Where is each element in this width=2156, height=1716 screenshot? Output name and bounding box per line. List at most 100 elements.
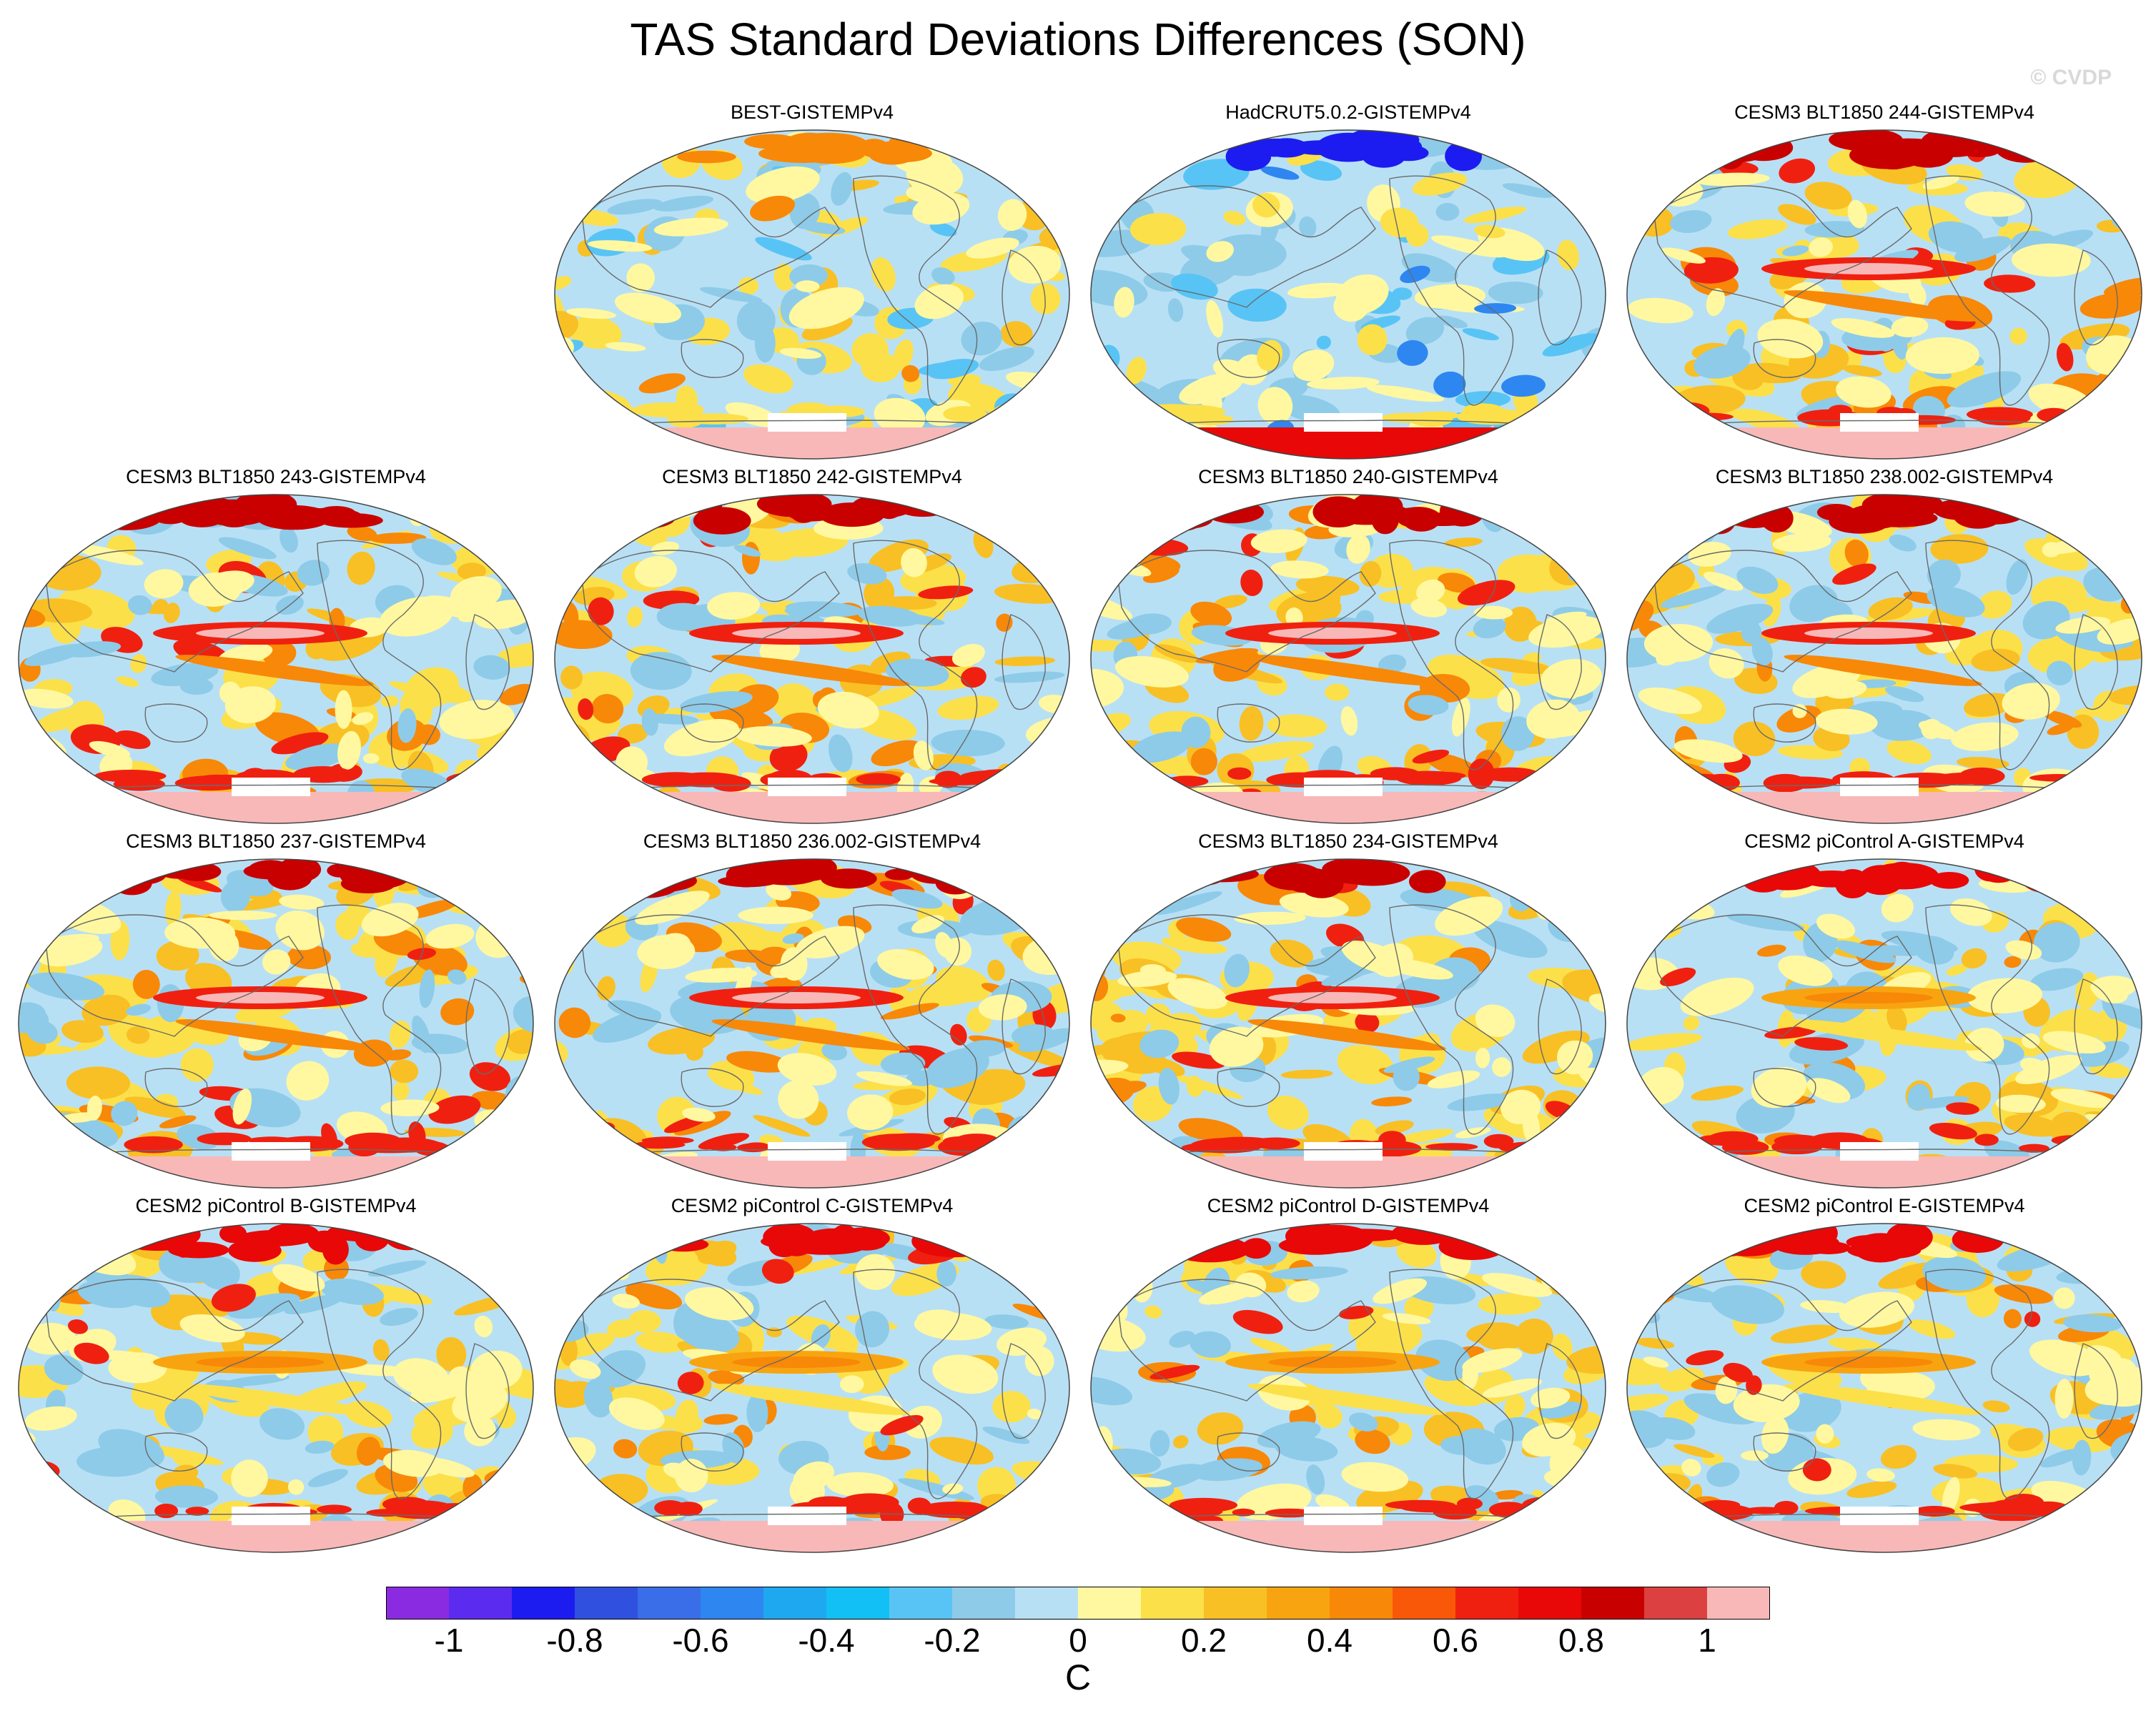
coastline [1002, 249, 1046, 346]
colorbar-swatch [826, 1587, 890, 1620]
colorbar-swatch [638, 1587, 701, 1620]
coastline [144, 703, 208, 743]
coastline [1002, 614, 1046, 710]
coastline [853, 175, 978, 406]
world-map [1090, 858, 1606, 1189]
map-panel: CESM2 piControl E-GISTEMPv4 [1620, 1195, 2149, 1553]
colorbar-tick-label: 1 [1698, 1622, 1716, 1659]
map-field [19, 859, 533, 1188]
coastline [581, 1279, 840, 1402]
colorbar-swatch [763, 1587, 827, 1620]
coastline [1389, 904, 1514, 1135]
coastline [1389, 540, 1514, 770]
panel-title: BEST-GISTEMPv4 [730, 101, 894, 123]
coastline [853, 904, 978, 1135]
map-panel: CESM3 BLT1850 240-GISTEMPv4 [1084, 466, 1613, 824]
map-outline [1090, 129, 1606, 460]
coastline [1925, 904, 2050, 1135]
panel-title: CESM3 BLT1850 238.002-GISTEMPv4 [1715, 466, 2054, 487]
coastline [465, 1343, 510, 1439]
world-map [18, 494, 534, 824]
map-panel: CESM3 BLT1850 234-GISTEMPv4 [1084, 830, 1613, 1189]
panel-title: CESM3 BLT1850 234-GISTEMPv4 [1198, 830, 1498, 852]
coastline [1389, 1269, 1514, 1499]
coastline [1653, 1279, 1912, 1402]
map-outline [18, 1223, 534, 1553]
map-field [1091, 1224, 1606, 1552]
map-field [1627, 495, 2142, 823]
coastline [1753, 1068, 1816, 1107]
colorbar-swatch [512, 1587, 575, 1620]
map-field [19, 1224, 533, 1552]
coastline [465, 614, 510, 710]
coastline [681, 1432, 744, 1472]
map-panel: BEST-GISTEMPv4 [548, 101, 1077, 460]
coastline [1002, 1343, 1046, 1439]
colorbar-tick-label: -1 [434, 1622, 464, 1659]
coastline [1925, 1269, 2050, 1499]
coastline [465, 978, 510, 1075]
colorbar-swatch [575, 1587, 638, 1620]
coastline [1753, 1432, 1816, 1472]
panel-title: CESM2 piControl D-GISTEMPv4 [1207, 1195, 1490, 1216]
coastline [1653, 550, 1912, 673]
colorbar-swatch [1581, 1587, 1645, 1620]
colorbar-swatch [1393, 1587, 1456, 1620]
coastline [45, 550, 304, 673]
coastline [581, 914, 840, 1037]
coastline [2074, 249, 2118, 346]
coastline [1002, 978, 1046, 1075]
coastline [1117, 185, 1376, 308]
coastline [144, 1432, 208, 1472]
coastline [1538, 1343, 1582, 1439]
colorbar-swatch [1204, 1587, 1267, 1620]
colorbar-units: C [1064, 1657, 1092, 1697]
map-panel: CESM3 BLT1850 236.002-GISTEMPv4 [548, 830, 1077, 1189]
colorbar-swatch [1707, 1587, 1770, 1620]
map-outline [1626, 494, 2142, 824]
coastline [853, 1269, 978, 1499]
colorbar-tick-label: 0.2 [1181, 1622, 1227, 1659]
colorbar-swatch [1015, 1587, 1079, 1620]
coastline [2074, 614, 2118, 710]
map-field [555, 495, 1069, 823]
coastline [1538, 614, 1582, 710]
colorbar-tick-label: -0.4 [798, 1622, 855, 1659]
world-map [554, 858, 1070, 1189]
world-map [1090, 129, 1606, 460]
map-panel: CESM2 piControl C-GISTEMPv4 [548, 1195, 1077, 1553]
map-panel: CESM2 piControl B-GISTEMPv4 [11, 1195, 540, 1553]
colorbar-swatch [1518, 1587, 1582, 1620]
map-field [1627, 130, 2142, 459]
panel-title: CESM3 BLT1850 240-GISTEMPv4 [1198, 466, 1498, 487]
coastline [1538, 249, 1582, 346]
map-outline [554, 858, 1070, 1189]
colorbar-tick-label: -0.6 [672, 1622, 729, 1659]
map-outline [554, 129, 1070, 460]
coastline [1753, 339, 1816, 378]
panel-title: HadCRUT5.0.2-GISTEMPv4 [1225, 101, 1471, 123]
world-map [554, 1223, 1070, 1553]
colorbar-swatch [1267, 1587, 1330, 1620]
panel-title: CESM2 piControl C-GISTEMPv4 [671, 1195, 954, 1216]
colorbar [386, 1587, 1770, 1620]
map-panel: CESM3 BLT1850 237-GISTEMPv4 [11, 830, 540, 1189]
colorbar-swatch [701, 1587, 764, 1620]
coastline [317, 540, 442, 770]
map-panel: CESM3 BLT1850 242-GISTEMPv4 [548, 466, 1077, 824]
coastline [1925, 540, 2050, 770]
coastline [1653, 185, 1912, 308]
coastline [681, 703, 744, 743]
world-map [1090, 1223, 1606, 1553]
map-field [1091, 859, 1606, 1188]
world-map [1626, 1223, 2142, 1553]
coastline [581, 550, 840, 673]
colorbar-swatch [1330, 1587, 1393, 1620]
map-field [1091, 495, 1606, 823]
colorbar-swatch [889, 1587, 953, 1620]
coastline [45, 1279, 304, 1402]
coastline [317, 1269, 442, 1499]
coastline [2074, 978, 2118, 1075]
map-panel: CESM3 BLT1850 238.002-GISTEMPv4 [1620, 466, 2149, 824]
coastline [1217, 339, 1280, 378]
